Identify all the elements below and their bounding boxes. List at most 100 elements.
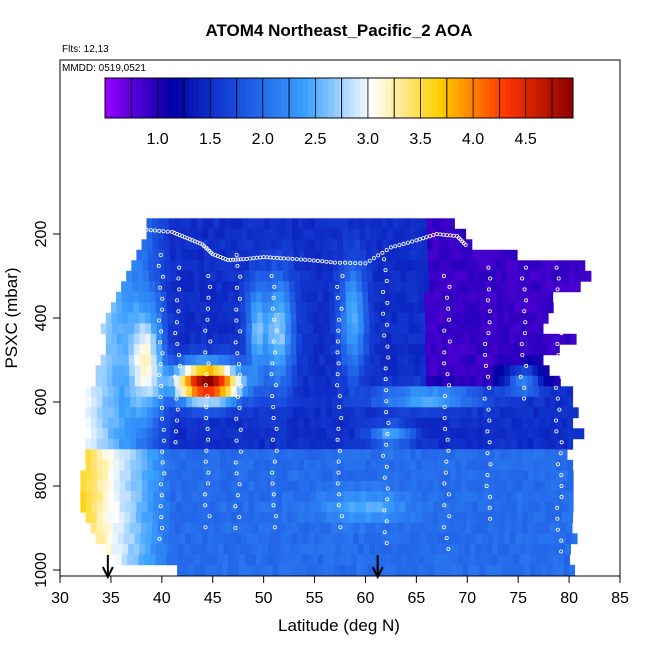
heatmap-cell <box>513 291 520 303</box>
heatmap-cell <box>272 554 279 566</box>
heatmap-cell <box>346 543 353 555</box>
heatmap-cell <box>222 291 229 303</box>
heatmap-cell <box>147 449 154 461</box>
x-tick-label: 70 <box>458 590 476 607</box>
heatmap-cell <box>474 554 481 566</box>
colorbar-tick-label: 4.5 <box>515 131 537 148</box>
heatmap-cell <box>259 491 266 503</box>
sample-point <box>520 352 525 357</box>
heatmap-cell <box>425 344 431 356</box>
colorbar-segment <box>567 78 574 118</box>
heatmap-cell <box>191 239 198 251</box>
heatmap-cell <box>399 501 406 513</box>
sample-point <box>233 257 238 262</box>
heatmap-cell <box>517 470 524 482</box>
heatmap-cell <box>185 533 192 545</box>
heatmap-cell <box>408 543 415 555</box>
heatmap-cell <box>511 407 518 419</box>
sample-point <box>485 451 490 456</box>
heatmap-cell <box>418 302 425 314</box>
heatmap-cell <box>181 249 188 261</box>
heatmap-cell <box>264 459 271 471</box>
heatmap-cell <box>248 491 255 503</box>
y-axis-label: PSXC (mbar) <box>2 267 21 368</box>
heatmap-cell <box>100 323 107 335</box>
heatmap-cell <box>519 554 526 566</box>
heatmap-cell <box>142 491 148 503</box>
heatmap-cell <box>219 218 226 230</box>
y-tick-label: 1000 <box>33 552 50 588</box>
heatmap-cell <box>434 270 441 282</box>
heatmap-cell <box>550 417 557 429</box>
heatmap-cell <box>516 449 523 461</box>
heatmap-cell <box>287 249 294 261</box>
heatmap-cell <box>230 533 236 545</box>
heatmap-cell <box>289 564 296 576</box>
heatmap-cell <box>173 333 179 345</box>
heatmap-cell <box>343 491 350 503</box>
heatmap-cell <box>228 554 234 566</box>
heatmap-cell <box>356 554 363 566</box>
heatmap-cell <box>326 249 333 261</box>
heatmap-cell <box>335 344 342 356</box>
colorbar-segment <box>526 78 532 118</box>
sample-point <box>203 459 208 464</box>
heatmap-cell <box>236 449 243 461</box>
heatmap-cell <box>531 543 538 555</box>
sample-point <box>371 256 376 261</box>
heatmap-cell <box>119 407 126 419</box>
colorbar-segment <box>495 78 501 118</box>
heatmap-cell <box>268 344 275 356</box>
heatmap-cell <box>408 323 415 335</box>
sample-point <box>384 399 389 404</box>
heatmap-cell <box>544 386 551 398</box>
heatmap-cell <box>128 323 135 335</box>
sample-point <box>270 394 275 399</box>
heatmap-cell <box>567 470 574 482</box>
heatmap-cell <box>509 312 515 324</box>
heatmap-cell <box>410 417 417 429</box>
heatmap-cell <box>391 354 398 366</box>
heatmap-cell <box>463 554 470 566</box>
heatmap-cell <box>427 417 434 429</box>
heatmap-cell <box>130 428 137 440</box>
heatmap-cell <box>559 543 566 555</box>
heatmap-cell <box>135 386 142 398</box>
heatmap-cell <box>365 417 372 429</box>
heatmap-cell <box>244 554 251 566</box>
heatmap-cell <box>441 543 448 555</box>
heatmap-cell <box>126 270 133 282</box>
heatmap-cell <box>388 260 395 272</box>
colorbar-segment <box>318 78 324 118</box>
colorbar-segment <box>162 78 168 118</box>
heatmap-cell <box>213 228 220 240</box>
heatmap-cell <box>147 459 154 471</box>
heatmap-cell <box>358 375 365 387</box>
heatmap-cell <box>483 491 490 503</box>
heatmap-cell <box>500 260 507 272</box>
heatmap-cell <box>461 491 468 503</box>
heatmap-cell <box>466 249 473 261</box>
sample-point <box>384 519 389 524</box>
heatmap-cell <box>543 365 550 377</box>
heatmap-cell <box>258 522 265 534</box>
heatmap-cell <box>227 270 233 282</box>
heatmap-cell <box>180 218 187 230</box>
heatmap-cell <box>412 554 419 566</box>
heatmap-cell <box>287 491 294 503</box>
heatmap-cell <box>209 480 216 492</box>
heatmap-cell <box>287 239 294 251</box>
heatmap-cell <box>438 438 445 450</box>
sample-point <box>160 274 165 279</box>
heatmap-cell <box>286 533 292 545</box>
heatmap-cell <box>324 344 331 356</box>
heatmap-cell <box>534 470 540 482</box>
colorbar-segment <box>484 78 491 118</box>
heatmap-cell <box>567 459 574 471</box>
heatmap-cell <box>433 249 440 261</box>
heatmap-cell <box>270 512 277 524</box>
heatmap-cell <box>356 291 363 303</box>
heatmap-cell <box>388 480 395 492</box>
heatmap-cell <box>229 333 235 345</box>
heatmap-cell <box>384 281 391 293</box>
